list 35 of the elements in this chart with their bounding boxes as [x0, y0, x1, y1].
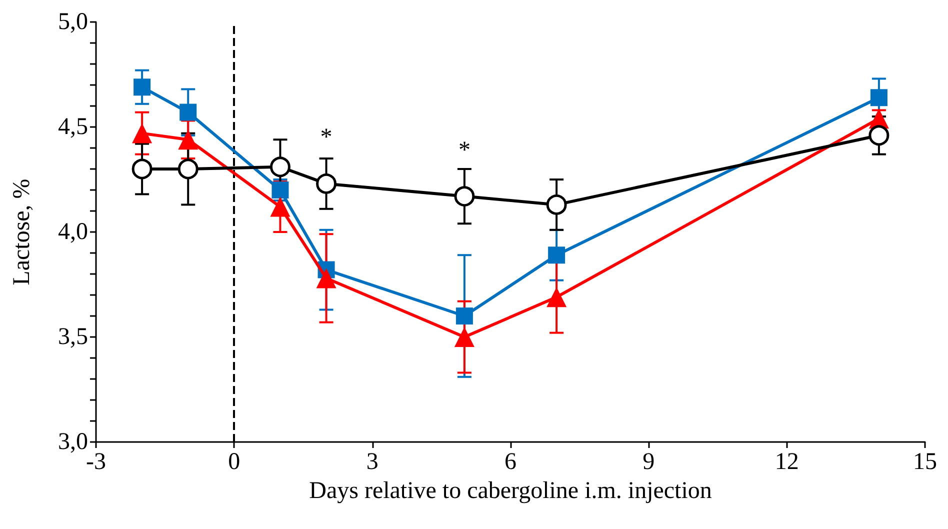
point	[548, 246, 566, 264]
point	[870, 89, 888, 106]
point	[134, 78, 151, 96]
point	[454, 327, 474, 347]
point	[178, 130, 198, 150]
point	[180, 104, 197, 121]
y-axis-title: Lactose, %	[9, 178, 35, 286]
point	[454, 186, 475, 207]
point	[868, 125, 890, 146]
point	[546, 287, 567, 308]
y-tick-label: 3,5	[58, 324, 88, 350]
x-tick-label: 9	[642, 449, 655, 475]
point	[178, 158, 198, 180]
point	[270, 156, 290, 178]
point	[270, 196, 290, 217]
point	[456, 308, 473, 324]
y-tick-label: 3,0	[58, 429, 88, 455]
y-tick-label: 4,5	[58, 114, 88, 140]
annotation: *	[458, 137, 470, 164]
x-tick-label: 15	[913, 449, 937, 475]
point	[132, 158, 152, 180]
x-tick-label: -3	[86, 449, 106, 475]
x-tick-label: 6	[504, 449, 516, 475]
x-tick-label: 0	[228, 449, 240, 475]
annotation: *	[320, 124, 332, 151]
x-tick-label: 3	[366, 449, 378, 475]
y-tick-label: 4,0	[58, 219, 88, 245]
point	[132, 123, 152, 144]
point	[546, 194, 567, 215]
x-tick-label: 12	[774, 449, 799, 475]
y-tick-label: 5,0	[58, 9, 88, 35]
point	[316, 268, 336, 288]
point	[316, 173, 337, 194]
point	[272, 182, 289, 198]
x-axis-title: Days relative to cabergoline i.m. injection	[309, 478, 712, 504]
